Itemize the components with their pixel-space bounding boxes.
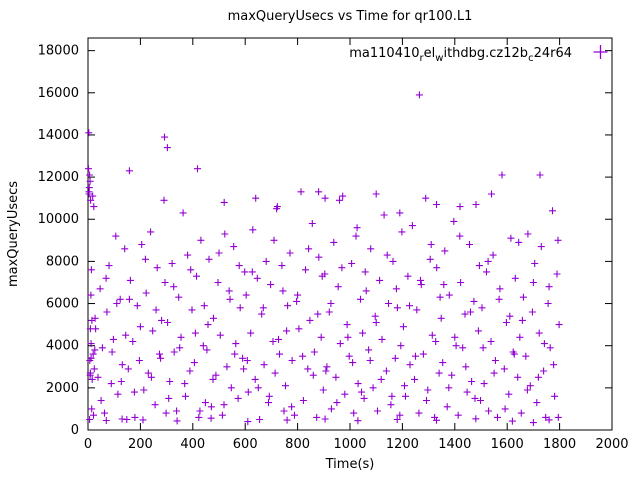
svg-text:800: 800 xyxy=(285,437,310,452)
svg-text:8000: 8000 xyxy=(46,254,79,269)
svg-text:2000: 2000 xyxy=(595,437,628,452)
svg-text:16000: 16000 xyxy=(38,86,79,101)
data-points xyxy=(85,91,563,427)
x-axis-title: Time(s) xyxy=(325,457,375,472)
svg-text:1200: 1200 xyxy=(386,437,419,452)
svg-text:0: 0 xyxy=(84,437,92,452)
legend-label: ma110410relwithdbg.cz12bc24r64 xyxy=(349,46,572,64)
chart-title: maxQueryUsecs vs Time for qr100.L1 xyxy=(228,9,473,24)
svg-text:12000: 12000 xyxy=(38,170,79,185)
svg-text:600: 600 xyxy=(233,437,258,452)
svg-text:14000: 14000 xyxy=(38,128,79,143)
svg-text:0: 0 xyxy=(71,423,79,438)
x-axis-ticks: 0 200 400 600 800 1000 1200 1400 1600 1800 2000 xyxy=(84,38,629,452)
legend-marker-icon xyxy=(593,45,608,59)
svg-text:10000: 10000 xyxy=(38,212,79,227)
svg-text:1600: 1600 xyxy=(491,437,524,452)
svg-text:4000: 4000 xyxy=(46,339,79,354)
svg-text:1400: 1400 xyxy=(438,437,471,452)
svg-text:200: 200 xyxy=(128,437,153,452)
y-axis-ticks: 0 2000 4000 6000 8000 10000 12000 14000 16000 180… xyxy=(38,44,612,438)
svg-text:400: 400 xyxy=(180,437,205,452)
svg-text:1000: 1000 xyxy=(333,437,366,452)
y-axis-title: maxQueryUsecs xyxy=(6,181,21,287)
svg-text:1800: 1800 xyxy=(543,437,576,452)
svg-text:18000: 18000 xyxy=(38,44,79,59)
svg-text:6000: 6000 xyxy=(46,297,79,312)
svg-text:2000: 2000 xyxy=(46,381,79,396)
